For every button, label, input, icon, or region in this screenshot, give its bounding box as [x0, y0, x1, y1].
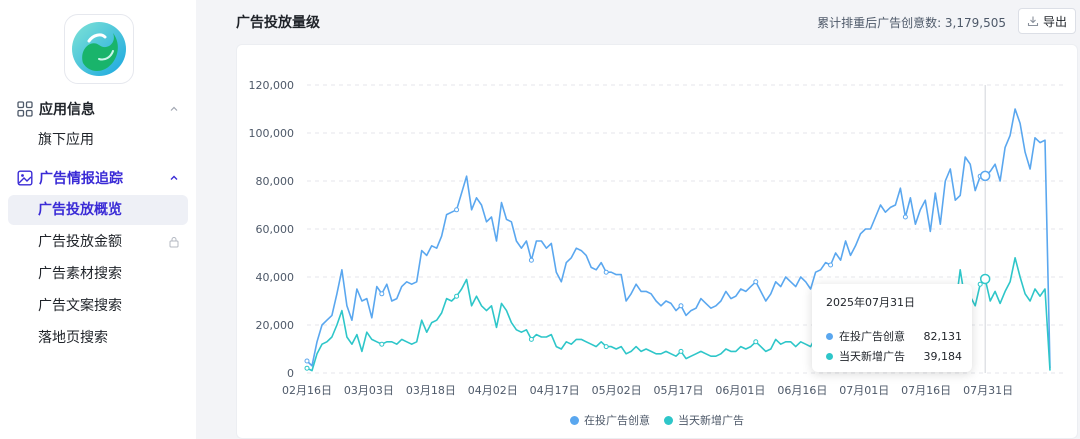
page-title: 广告投放量级	[236, 15, 320, 31]
legend-item[interactable]: 在投广告创意	[570, 412, 650, 428]
data-point	[678, 348, 684, 354]
nav-group-label: 应用信息	[39, 102, 95, 118]
chevron-up-icon[interactable]	[168, 172, 180, 184]
x-tick-label: 05月17日	[654, 384, 704, 397]
data-point	[528, 257, 534, 263]
sidebar-item-owned-apps[interactable]: 旗下应用	[38, 132, 94, 148]
legend-dot	[664, 415, 673, 425]
data-point	[304, 365, 310, 371]
hover-point	[979, 170, 991, 182]
hover-point	[979, 273, 991, 285]
y-tick-label: 0	[287, 367, 294, 380]
x-tick-label: 04月17日	[530, 384, 580, 397]
series-line	[306, 108, 1051, 369]
export-button[interactable]: 导出	[1018, 8, 1076, 34]
legend-label: 当天新增广告	[678, 414, 744, 427]
chart-card	[236, 44, 1078, 439]
data-point	[454, 293, 460, 299]
tooltip-row: 在投广告创意 82,131	[826, 328, 962, 344]
data-point	[603, 269, 609, 275]
tooltip-row: 当天新增广告 39,184	[826, 348, 962, 364]
chevron-up-icon[interactable]	[168, 103, 180, 115]
data-point	[902, 214, 908, 220]
chart-tooltip: 2025年07月31日 在投广告创意 82,131 当天新增广告 39,184	[812, 284, 972, 372]
x-tick-label: 07月31日	[963, 384, 1013, 397]
legend-dot	[570, 415, 579, 425]
sidebar-item-label: 广告投放金额	[38, 234, 122, 250]
nav-group-label: 广告情报追踪	[39, 171, 123, 187]
app-logo	[64, 14, 134, 84]
dedup-count-text: 累计排重后广告创意数: 3,179,505	[817, 16, 1006, 30]
data-point	[454, 207, 460, 213]
nav-group-ad-tracking[interactable]: 广告情报追踪	[8, 163, 190, 193]
sidebar-item-copy-search[interactable]: 广告文案搜索	[38, 298, 122, 314]
data-point	[528, 336, 534, 342]
data-point	[379, 341, 385, 347]
x-tick-label: 06月16日	[777, 384, 827, 397]
y-tick-label: 120,000	[249, 79, 295, 92]
tooltip-value: 82,131	[923, 329, 963, 343]
x-tick-label: 05月02日	[592, 384, 642, 397]
lock-icon	[169, 237, 179, 248]
data-point	[603, 344, 609, 350]
legend-label: 在投广告创意	[584, 414, 650, 427]
x-tick-label: 06月01日	[715, 384, 765, 397]
grid-icon	[17, 101, 33, 117]
y-tick-label: 80,000	[256, 175, 295, 188]
data-point	[678, 303, 684, 309]
series-dot	[826, 332, 833, 340]
tooltip-date: 2025年07月31日	[826, 296, 915, 309]
chart-legend: 在投广告创意 当天新增广告	[570, 412, 758, 428]
series-dot	[826, 352, 833, 360]
data-point	[828, 262, 834, 268]
data-point	[379, 291, 385, 297]
x-tick-label: 03月03日	[344, 384, 394, 397]
image-icon	[17, 170, 33, 186]
x-tick-label: 02月16日	[282, 384, 332, 397]
data-point	[304, 358, 310, 364]
y-tick-label: 60,000	[256, 223, 295, 236]
sidebar-item-landing-search[interactable]: 落地页搜索	[38, 330, 108, 346]
data-point	[977, 281, 983, 287]
tooltip-label: 在投广告创意	[839, 330, 905, 343]
sidebar-item-ad-overview[interactable]: 广告投放概览	[8, 195, 188, 225]
data-point	[753, 339, 759, 345]
download-icon	[1027, 16, 1039, 27]
y-tick-label: 40,000	[256, 271, 295, 284]
sidebar: 应用信息 旗下应用 广告情报追踪 广告投放概览 广告投放金额 广告素材搜索 广告…	[0, 0, 196, 439]
x-tick-label: 03月18日	[406, 384, 456, 397]
main-content: 广告投放量级 累计排重后广告创意数: 3,179,505 导出	[218, 0, 1080, 439]
legend-item[interactable]: 当天新增广告	[664, 412, 744, 428]
x-tick-label: 07月01日	[839, 384, 889, 397]
data-point	[753, 279, 759, 285]
nav-group-app-info[interactable]: 应用信息	[8, 94, 190, 124]
tooltip-value: 39,184	[923, 349, 963, 363]
y-tick-label: 20,000	[256, 319, 295, 332]
app-logo-icon	[72, 22, 126, 76]
export-label: 导出	[1042, 14, 1067, 29]
tooltip-label: 当天新增广告	[839, 350, 905, 363]
x-tick-label: 07月16日	[901, 384, 951, 397]
sidebar-item-ad-spend[interactable]: 广告投放金额	[8, 227, 188, 257]
y-tick-label: 100,000	[249, 127, 295, 140]
sidebar-item-creative-search[interactable]: 广告素材搜索	[38, 266, 122, 282]
x-tick-label: 04月02日	[468, 384, 518, 397]
